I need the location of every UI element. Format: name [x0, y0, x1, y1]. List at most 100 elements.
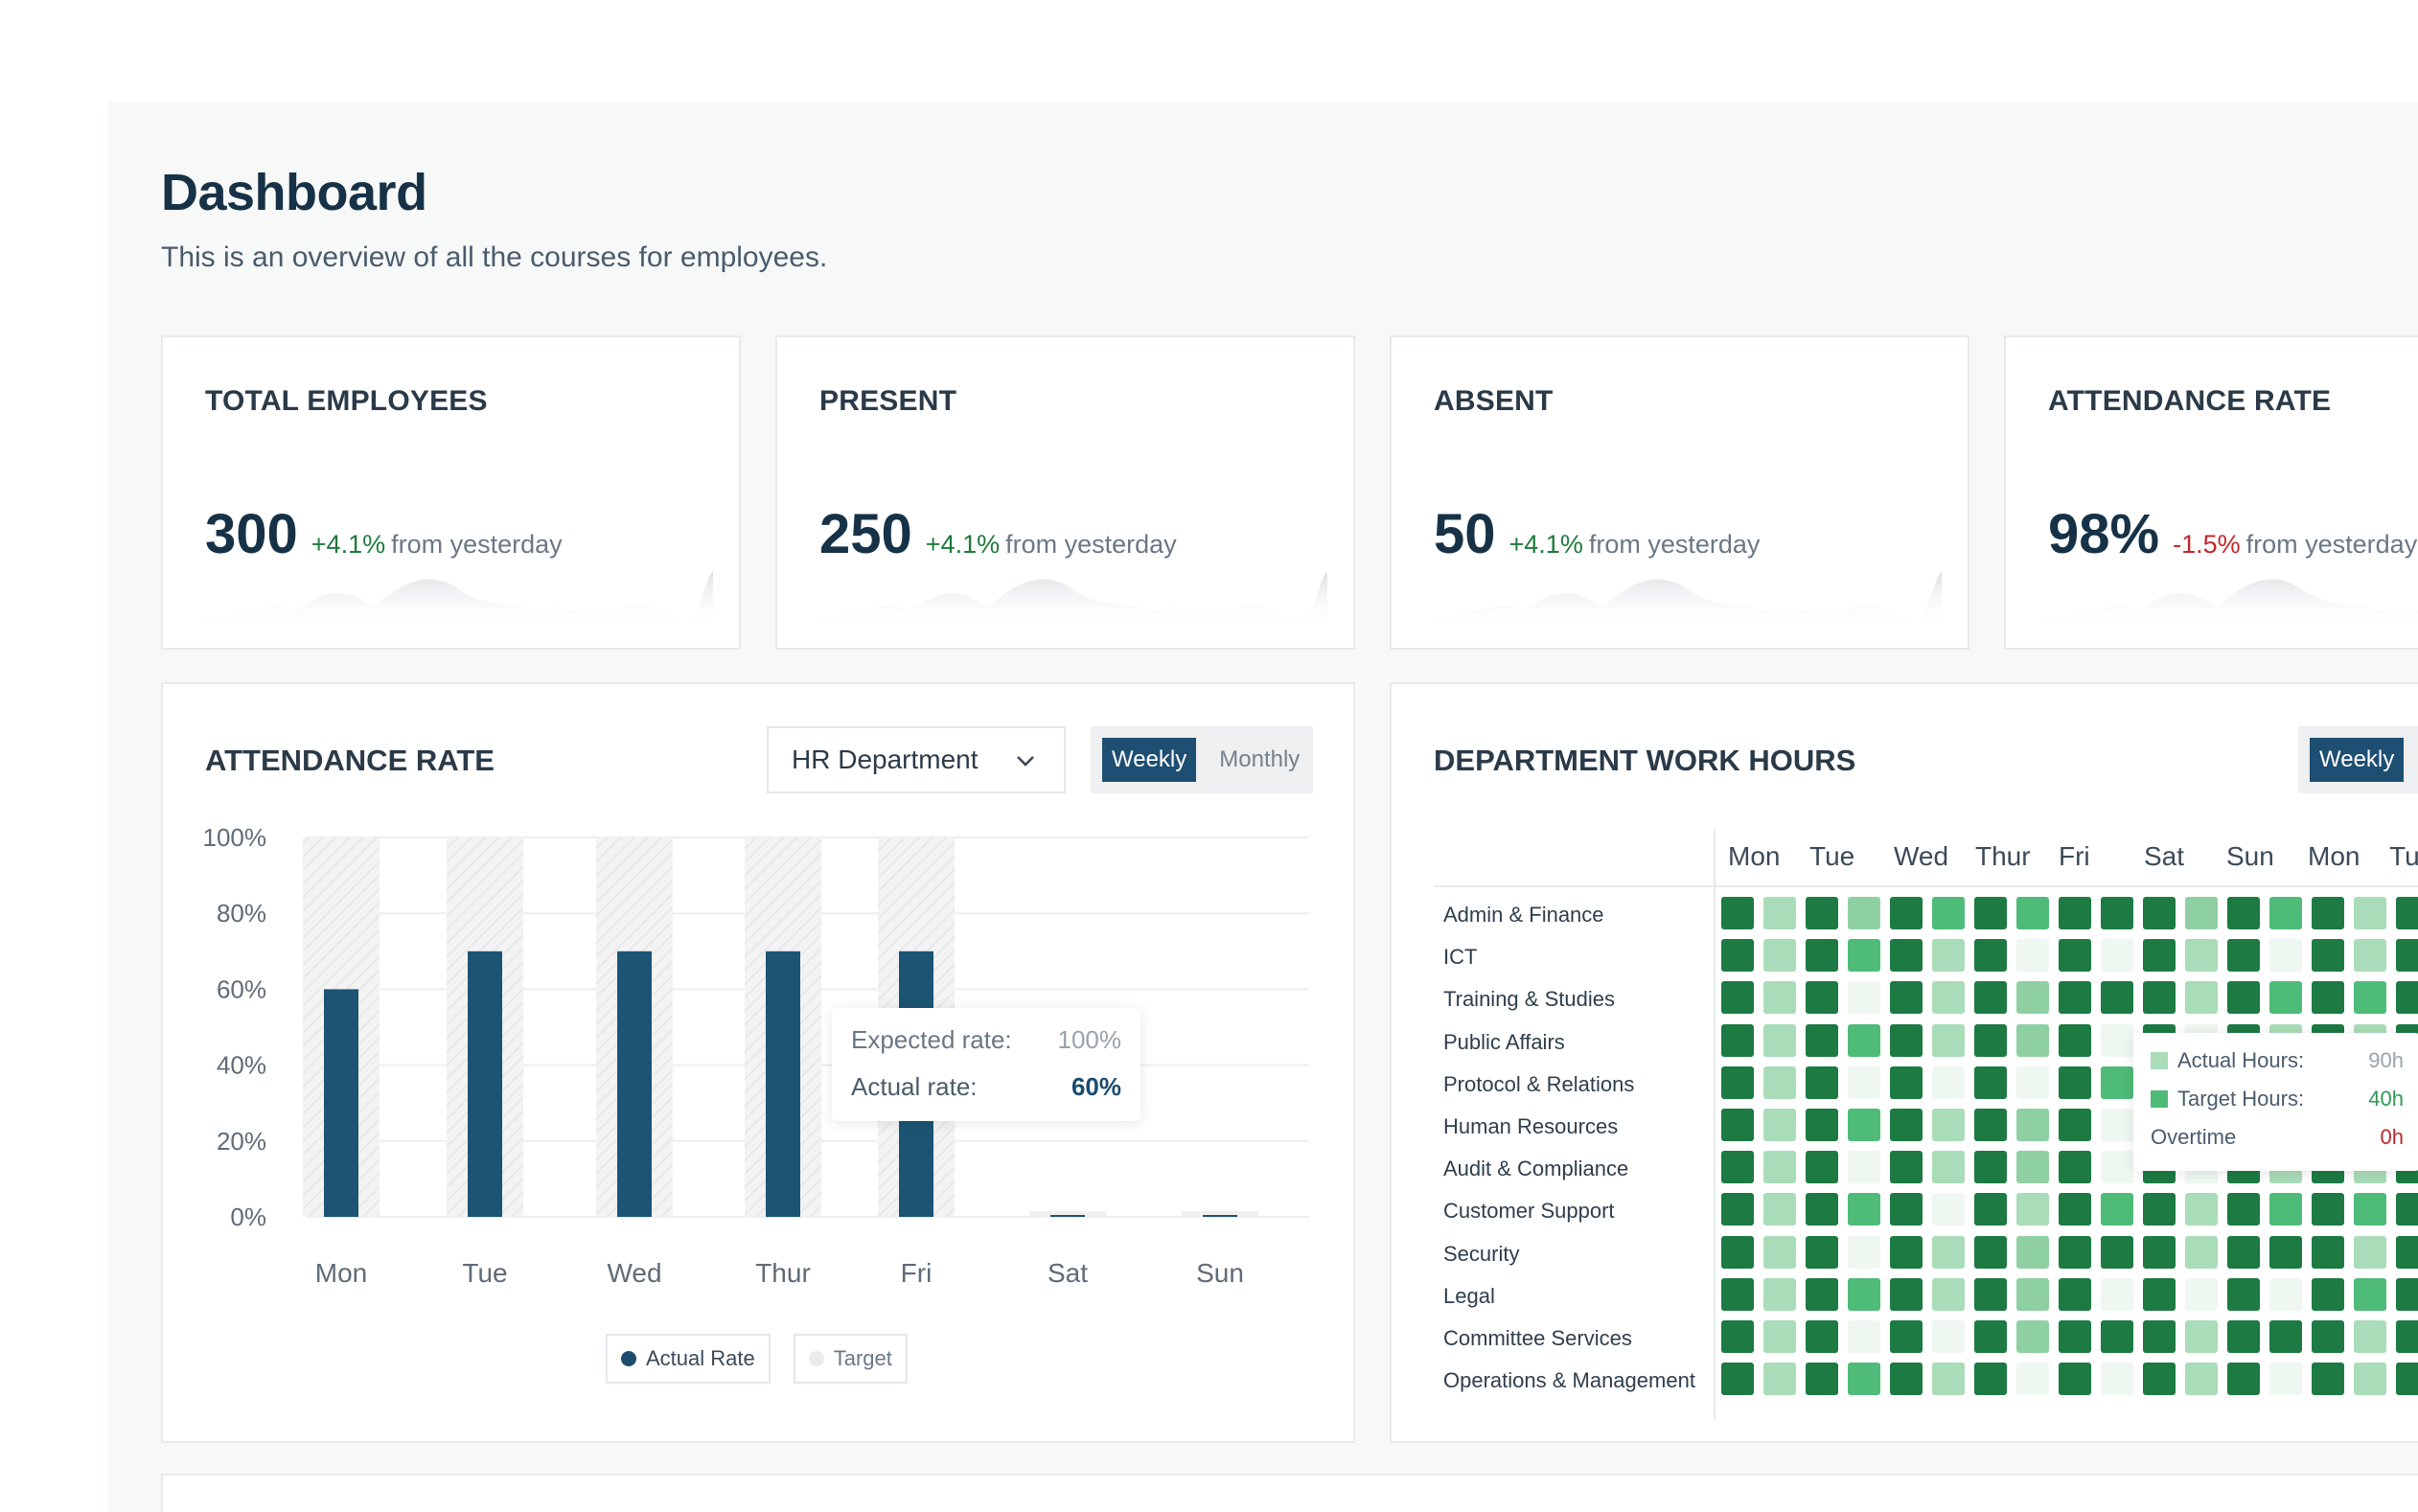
heatmap-cell[interactable] — [2143, 1277, 2176, 1311]
heatmap-cell[interactable] — [2059, 1363, 2091, 1396]
heatmap-cell[interactable] — [1890, 897, 1923, 929]
heatmap-cell[interactable] — [2227, 897, 2260, 929]
heatmap-cell[interactable] — [1848, 1320, 1880, 1353]
heatmap-cell[interactable] — [2354, 897, 2386, 929]
department-dropdown[interactable]: HR Department — [767, 726, 1066, 793]
heatmap-cell[interactable] — [1806, 1151, 1838, 1184]
heatmap-cell[interactable] — [2016, 1235, 2049, 1269]
heatmap-cell[interactable] — [2227, 1277, 2260, 1311]
heatmap-cell[interactable] — [2101, 1109, 2133, 1141]
heatmap-cell[interactable] — [2016, 1363, 2049, 1396]
heatmap-cell[interactable] — [2269, 1193, 2302, 1226]
heatmap-cell[interactable] — [2016, 1065, 2049, 1099]
heatmap-cell[interactable] — [1890, 1320, 1923, 1353]
heatmap-cell[interactable] — [1932, 1023, 1965, 1057]
heatmap-cell[interactable] — [1806, 897, 1838, 929]
heatmap-cell[interactable] — [2227, 981, 2260, 1015]
heatmap-cell[interactable] — [2396, 1277, 2418, 1311]
heatmap-cell[interactable] — [2269, 1320, 2302, 1353]
heatmap-cell[interactable] — [1974, 1065, 2007, 1099]
heatmap-cell[interactable] — [2354, 1363, 2386, 1396]
heatmap-cell[interactable] — [2227, 1235, 2260, 1269]
heatmap-cell[interactable] — [2312, 1363, 2344, 1396]
heatmap-cell[interactable] — [1890, 1193, 1923, 1226]
heatmap-cell[interactable] — [1721, 981, 1754, 1015]
heatmap-cell[interactable] — [2185, 939, 2218, 973]
heatmap-cell[interactable] — [2059, 897, 2091, 929]
heatmap-cell[interactable] — [2269, 981, 2302, 1015]
heatmap-cell[interactable] — [2101, 897, 2133, 929]
heatmap-cell[interactable] — [1890, 1151, 1923, 1184]
heatmap-cell[interactable] — [2312, 1235, 2344, 1269]
heatmap-cell[interactable] — [1763, 1193, 1796, 1226]
heatmap-cell[interactable] — [1890, 939, 1923, 973]
heatmap-cell[interactable] — [1721, 1065, 1754, 1099]
heatmap-cell[interactable] — [2354, 1277, 2386, 1311]
heatmap-cell[interactable] — [2016, 1151, 2049, 1184]
heatmap-cell[interactable] — [1763, 897, 1796, 929]
heatmap-cell[interactable] — [1974, 981, 2007, 1015]
heatmap-cell[interactable] — [2059, 1235, 2091, 1269]
heatmap-cell[interactable] — [1848, 1109, 1880, 1141]
heatmap-cell[interactable] — [2269, 1363, 2302, 1396]
heatmap-cell[interactable] — [2396, 897, 2418, 929]
heatmap-cell[interactable] — [1806, 981, 1838, 1015]
heatmap-cell[interactable] — [1932, 981, 1965, 1015]
heatmap-cell[interactable] — [1721, 897, 1754, 929]
heatmap-cell[interactable] — [2059, 1193, 2091, 1226]
heatmap-cell[interactable] — [1974, 939, 2007, 973]
heatmap-cell[interactable] — [1890, 1109, 1923, 1141]
heatmap-cell[interactable] — [2143, 981, 2176, 1015]
heatmap-cell[interactable] — [1974, 1151, 2007, 1184]
heatmap-cell[interactable] — [2143, 1235, 2176, 1269]
heatmap-cell[interactable] — [1763, 981, 1796, 1015]
heatmap-cell[interactable] — [1890, 1277, 1923, 1311]
heatmap-cell[interactable] — [1932, 1193, 1965, 1226]
heatmap-cell[interactable] — [2059, 1109, 2091, 1141]
heatmap-cell[interactable] — [2354, 1193, 2386, 1226]
heatmap-cell[interactable] — [2016, 1193, 2049, 1226]
heatmap-cell[interactable] — [2312, 939, 2344, 973]
heatmap-cell[interactable] — [2016, 1023, 2049, 1057]
heatmap-cell[interactable] — [2269, 897, 2302, 929]
heatmap-cell[interactable] — [1890, 981, 1923, 1015]
heatmap-cell[interactable] — [1721, 1151, 1754, 1184]
heatmap-cell[interactable] — [2185, 1235, 2218, 1269]
heatmap-cell[interactable] — [2312, 981, 2344, 1015]
heatmap-cell[interactable] — [2312, 1277, 2344, 1311]
heatmap-cell[interactable] — [2059, 1151, 2091, 1184]
heatmap-cell[interactable] — [1974, 1235, 2007, 1269]
monthly-toggle-button[interactable]: Monthly — [1219, 746, 1301, 772]
heatmap-cell[interactable] — [2227, 1320, 2260, 1353]
heatmap-cell[interactable] — [1974, 897, 2007, 929]
heatmap-cell[interactable] — [1763, 1151, 1796, 1184]
heatmap-cell[interactable] — [2227, 1193, 2260, 1226]
heatmap-cell[interactable] — [2396, 1193, 2418, 1226]
heatmap-cell[interactable] — [1848, 1023, 1880, 1057]
heatmap-cell[interactable] — [2185, 981, 2218, 1015]
heatmap-cell[interactable] — [2227, 939, 2260, 973]
heatmap-cell[interactable] — [2101, 981, 2133, 1015]
heatmap-cell[interactable] — [2143, 1193, 2176, 1226]
heatmap-cell[interactable] — [1890, 1065, 1923, 1099]
heatmap-cell[interactable] — [1890, 1023, 1923, 1057]
heatmap-cell[interactable] — [1763, 1235, 1796, 1269]
heatmap-cell[interactable] — [2101, 1320, 2133, 1353]
heatmap-cell[interactable] — [1763, 939, 1796, 973]
heatmap-cell[interactable] — [2059, 981, 2091, 1015]
legend-actual-rate[interactable]: Actual Rate — [606, 1334, 771, 1384]
heatmap-cell[interactable] — [1932, 1065, 1965, 1099]
heatmap-cell[interactable] — [2059, 1065, 2091, 1099]
heatmap-cell[interactable] — [1932, 939, 1965, 973]
heatmap-cell[interactable] — [1848, 1235, 1880, 1269]
heatmap-cell[interactable] — [2143, 1363, 2176, 1396]
heatmap-cell[interactable] — [1721, 1023, 1754, 1057]
heatmap-cell[interactable] — [1974, 1109, 2007, 1141]
heatmap-cell[interactable] — [1932, 1151, 1965, 1184]
heatmap-cell[interactable] — [2396, 1363, 2418, 1396]
heatmap-cell[interactable] — [2016, 897, 2049, 929]
heatmap-cell[interactable] — [1848, 1065, 1880, 1099]
heatmap-cell[interactable] — [1806, 939, 1838, 973]
heatmap-cell[interactable] — [2101, 1235, 2133, 1269]
heatmap-cell[interactable] — [1721, 1277, 1754, 1311]
